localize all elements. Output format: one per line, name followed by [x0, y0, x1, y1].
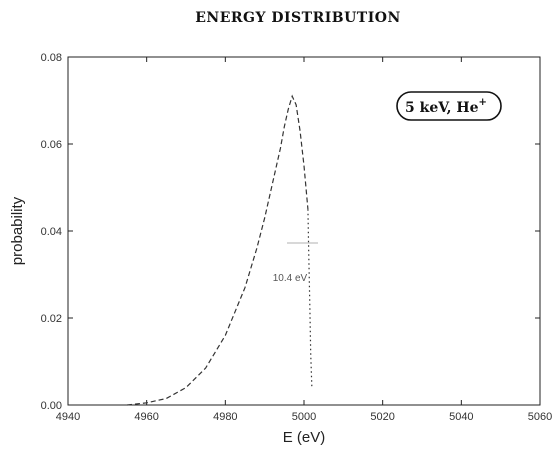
x-tick-label: 4980	[213, 411, 237, 423]
y-tick-label: 0.04	[41, 226, 62, 238]
x-tick-label: 5000	[292, 411, 316, 423]
x-tick-label: 4940	[56, 411, 80, 423]
chart-title: ENERGY DISTRIBUTION	[195, 10, 401, 26]
y-tick-label: 0.02	[41, 313, 62, 325]
legend-badge-frame	[396, 91, 502, 121]
x-tick-label: 5040	[449, 411, 473, 423]
y-tick-label: 0.06	[41, 139, 62, 151]
legend-badge: 5 keV, He+	[396, 91, 502, 121]
fwhm-annotation: 10.4 eV	[273, 273, 308, 284]
x-tick-label: 5020	[370, 411, 394, 423]
legend-badge-main: 5 keV, He	[405, 100, 479, 116]
y-axis: 0.00 0.02 0.04 0.06 0.08	[41, 52, 540, 412]
x-axis: 4940 4960 4980 5000 5020 5040 5060	[56, 57, 552, 423]
legend-badge-text: 5 keV, He+	[405, 97, 487, 116]
y-tick-label: 0.00	[41, 400, 62, 412]
y-tick-label: 0.08	[41, 52, 62, 64]
x-tick-label: 4960	[134, 411, 158, 423]
series-line-2	[307, 209, 313, 388]
y-axis-label: probability	[9, 196, 26, 265]
legend-badge-superscript: +	[479, 97, 487, 108]
series-layer	[126, 94, 313, 406]
series-line-1	[126, 94, 309, 406]
x-tick-label: 5060	[528, 411, 552, 423]
x-axis-label: E (eV)	[283, 429, 326, 446]
